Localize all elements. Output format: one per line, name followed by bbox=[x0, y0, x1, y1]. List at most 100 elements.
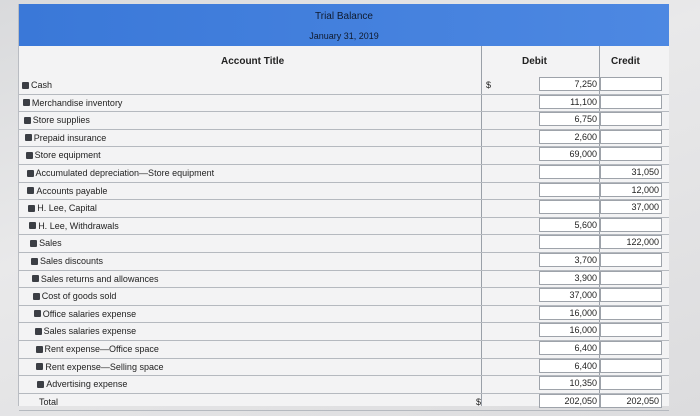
dropdown-handle-icon[interactable] bbox=[34, 327, 42, 335]
credit-input[interactable] bbox=[600, 305, 662, 320]
account-title: Accumulated depreciation—Store equipment bbox=[35, 168, 215, 178]
account-select[interactable]: Sales returns and allowances bbox=[31, 273, 159, 284]
account-select[interactable]: Cost of goods sold bbox=[32, 291, 116, 301]
dropdown-handle-icon[interactable] bbox=[29, 222, 37, 230]
dropdown-handle-icon[interactable] bbox=[35, 345, 43, 353]
dropdown-handle-icon[interactable] bbox=[36, 363, 44, 371]
debit-input[interactable]: 5,600 bbox=[539, 217, 600, 232]
table-row: Rent expense—Selling space 6,400 bbox=[19, 358, 669, 377]
account-select[interactable]: H. Lee, Capital bbox=[28, 203, 97, 213]
report-date: January 31, 2019 bbox=[309, 31, 379, 41]
table-row: Cost of goods sold 37,000 bbox=[19, 287, 669, 306]
debit-input[interactable]: 69,000 bbox=[539, 147, 600, 162]
header-account-title: Account Title bbox=[221, 56, 285, 67]
credit-input[interactable]: 12,000 bbox=[600, 182, 662, 197]
debit-input[interactable]: 3,700 bbox=[539, 253, 600, 267]
debit-input[interactable]: 37,000 bbox=[539, 288, 600, 303]
total-currency-debit: $ bbox=[476, 396, 482, 407]
dropdown-handle-icon[interactable] bbox=[22, 81, 29, 89]
credit-input[interactable] bbox=[600, 341, 662, 355]
header-credit: Credit bbox=[611, 56, 640, 67]
account-select[interactable]: Rent expense—Selling space bbox=[36, 362, 163, 372]
account-title: Office salaries expense bbox=[42, 308, 137, 319]
debit-input[interactable]: 16,000 bbox=[539, 305, 600, 320]
account-title: Sales returns and allowances bbox=[40, 273, 159, 284]
debit-input[interactable]: 6,750 bbox=[539, 112, 600, 127]
dropdown-handle-icon[interactable] bbox=[37, 380, 45, 388]
dropdown-handle-icon[interactable] bbox=[25, 151, 33, 159]
dropdown-handle-icon[interactable] bbox=[27, 187, 35, 195]
account-select[interactable]: Merchandise inventory bbox=[22, 98, 122, 108]
title-band: Trial Balance January 31, 2019 bbox=[19, 4, 669, 46]
account-select[interactable]: Store equipment bbox=[25, 150, 101, 160]
header-debit: Debit bbox=[522, 56, 547, 67]
table-row: H. Lee, Capital 37,000 bbox=[19, 199, 669, 218]
account-title: Prepaid insurance bbox=[33, 132, 107, 143]
dropdown-handle-icon[interactable] bbox=[31, 275, 39, 283]
debit-input[interactable]: 10,350 bbox=[539, 376, 600, 391]
debit-input[interactable]: 16,000 bbox=[539, 323, 600, 338]
debit-input[interactable] bbox=[539, 235, 600, 250]
credit-input[interactable]: 31,050 bbox=[600, 165, 662, 179]
account-select[interactable]: Rent expense—Office space bbox=[35, 344, 159, 354]
credit-input[interactable]: 37,000 bbox=[600, 200, 662, 215]
table-row: H. Lee, Withdrawals 5,600 bbox=[19, 217, 669, 236]
table-row: Store supplies 6,750 bbox=[19, 111, 669, 130]
credit-input[interactable] bbox=[600, 253, 662, 267]
dropdown-handle-icon[interactable] bbox=[31, 257, 38, 265]
debit-input[interactable] bbox=[539, 182, 600, 197]
debit-input[interactable]: 3,900 bbox=[539, 270, 600, 285]
account-select[interactable]: Sales salaries expense bbox=[34, 326, 137, 337]
debit-input[interactable] bbox=[539, 200, 600, 215]
credit-input[interactable] bbox=[600, 77, 662, 91]
credit-input[interactable] bbox=[600, 288, 662, 303]
credit-input[interactable] bbox=[600, 94, 662, 109]
dropdown-handle-icon[interactable] bbox=[26, 169, 34, 177]
dropdown-handle-icon[interactable] bbox=[22, 99, 30, 107]
account-select[interactable]: Prepaid insurance bbox=[24, 132, 107, 143]
dropdown-handle-icon[interactable] bbox=[33, 310, 41, 318]
account-select[interactable]: H. Lee, Withdrawals bbox=[29, 221, 119, 231]
dropdown-handle-icon[interactable] bbox=[28, 204, 36, 212]
debit-input[interactable]: 6,400 bbox=[539, 358, 600, 373]
account-select[interactable]: Accumulated depreciation—Store equipment bbox=[26, 168, 215, 178]
total-label: Total bbox=[39, 396, 59, 407]
account-title: Sales bbox=[39, 238, 62, 249]
debit-input[interactable]: 2,600 bbox=[539, 129, 600, 144]
dropdown-handle-icon[interactable] bbox=[30, 239, 38, 247]
account-select[interactable]: Advertising expense bbox=[37, 379, 127, 389]
report-title: Trial Balance bbox=[315, 11, 373, 22]
credit-input[interactable] bbox=[600, 217, 662, 232]
account-select[interactable]: Accounts payable bbox=[27, 186, 107, 196]
debit-input[interactable] bbox=[539, 165, 600, 179]
debit-input[interactable]: 6,400 bbox=[539, 341, 600, 355]
account-title: Accounts payable bbox=[36, 185, 108, 196]
credit-input[interactable] bbox=[600, 358, 662, 373]
table-row: Sales returns and allowances 3,900 bbox=[19, 270, 669, 289]
total-credit-input[interactable]: 202,050 bbox=[600, 393, 662, 408]
account-select[interactable]: Cash bbox=[22, 80, 52, 90]
dropdown-handle-icon[interactable] bbox=[32, 292, 40, 300]
dropdown-handle-icon[interactable] bbox=[24, 134, 32, 142]
account-select[interactable]: Office salaries expense bbox=[33, 308, 137, 319]
total-debit-input[interactable]: 202,050 bbox=[539, 393, 600, 408]
account-select[interactable]: Store supplies bbox=[23, 115, 90, 125]
debit-input[interactable]: 11,100 bbox=[539, 94, 600, 109]
credit-input[interactable] bbox=[600, 147, 662, 162]
account-select[interactable]: Sales discounts bbox=[31, 256, 103, 266]
account-select[interactable]: Sales bbox=[30, 238, 62, 248]
credit-input[interactable] bbox=[600, 376, 662, 391]
credit-input[interactable] bbox=[600, 112, 662, 127]
credit-input[interactable] bbox=[600, 270, 662, 285]
table-row: Merchandise inventory 11,100 bbox=[19, 94, 669, 113]
table-row: Office salaries expense 16,000 bbox=[19, 305, 669, 324]
account-title: H. Lee, Withdrawals bbox=[38, 220, 119, 231]
credit-input[interactable] bbox=[600, 129, 662, 144]
currency-symbol: $ bbox=[486, 80, 492, 90]
debit-input[interactable]: 7,250 bbox=[539, 77, 600, 91]
table-row: Sales discounts 3,700 bbox=[19, 252, 669, 271]
account-title: Sales salaries expense bbox=[43, 326, 137, 337]
credit-input[interactable] bbox=[600, 323, 662, 338]
dropdown-handle-icon[interactable] bbox=[23, 116, 31, 124]
credit-input[interactable]: 122,000 bbox=[600, 235, 662, 250]
